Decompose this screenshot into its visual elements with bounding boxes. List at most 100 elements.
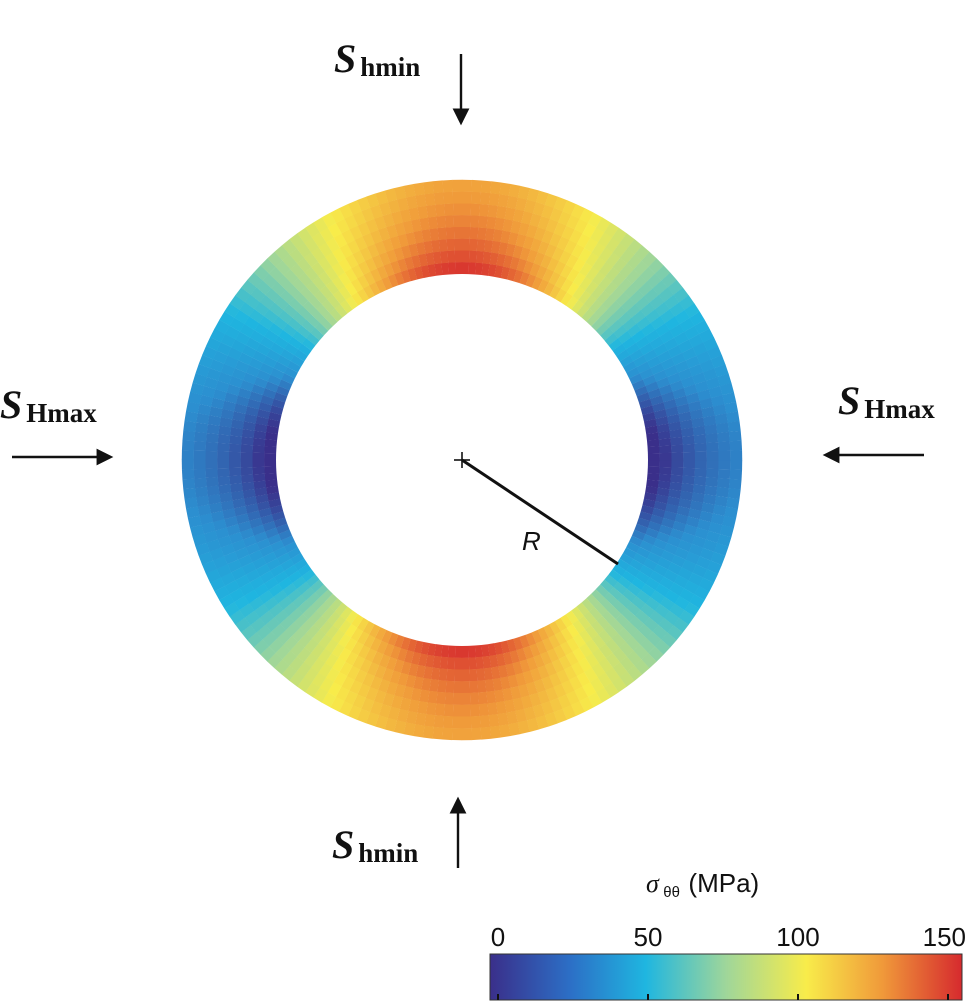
annulus-cell — [289, 233, 305, 249]
annulus-cell — [685, 392, 700, 404]
annulus-cell — [394, 222, 406, 237]
annulus-cell — [251, 524, 266, 536]
annulus-cell — [655, 416, 669, 426]
annulus-cell — [494, 641, 504, 656]
annulus-cell — [319, 620, 334, 635]
annulus-cell — [658, 287, 674, 303]
annulus-cell — [344, 623, 358, 638]
annulus-cell — [654, 301, 670, 317]
annulus-cell — [724, 506, 738, 519]
annulus-cell — [645, 309, 661, 324]
annulus-cell — [250, 617, 266, 633]
annulus-cell — [237, 520, 252, 533]
annulus-cell — [218, 425, 232, 436]
annulus-cell — [212, 555, 228, 570]
annulus-cell — [699, 547, 715, 561]
annulus-cell — [440, 250, 449, 264]
annulus-cell — [642, 498, 656, 509]
annulus-cell — [683, 524, 698, 536]
annulus-cell — [691, 417, 705, 428]
annulus-cell — [259, 294, 275, 310]
annulus-cell — [334, 303, 348, 318]
annulus-cell — [217, 434, 231, 444]
annulus-cell — [291, 627, 307, 643]
annulus-cell — [612, 647, 628, 663]
annulus-cell — [354, 236, 368, 251]
annulus-cell — [537, 215, 550, 231]
annulus-cell — [413, 230, 424, 244]
annulus-cell — [634, 523, 649, 535]
annulus-cell — [229, 317, 245, 332]
annulus-cell — [357, 631, 370, 646]
annulus-cell — [613, 325, 628, 339]
annulus-cell — [419, 217, 430, 231]
annulus-cell — [516, 648, 527, 662]
annulus-cell — [706, 468, 719, 479]
annulus-cell — [634, 659, 650, 675]
annulus-cell — [578, 290, 592, 305]
annulus-cell — [578, 247, 592, 263]
annulus-cell — [264, 329, 279, 343]
annulus-cell — [529, 692, 542, 707]
annulus-cell — [427, 690, 438, 704]
annulus-cell — [181, 440, 195, 451]
annulus-cell — [555, 288, 568, 303]
annulus-cell — [370, 268, 382, 283]
annulus-cell — [305, 281, 320, 296]
annulus-cell — [346, 239, 361, 255]
annulus-cell — [219, 311, 235, 326]
annulus-cell — [454, 657, 462, 670]
annulus-cell — [515, 672, 527, 687]
annulus-cell — [415, 241, 426, 256]
annulus-cell — [717, 533, 732, 547]
annulus-cell — [526, 681, 538, 696]
annulus-cell — [462, 238, 470, 251]
annulus-cell — [302, 605, 317, 620]
annulus-cell — [333, 233, 348, 249]
annulus-cell — [508, 184, 521, 198]
annulus-cell — [705, 433, 719, 444]
annulus-cell — [471, 727, 482, 741]
annulus-cell — [506, 710, 518, 725]
annulus-cell — [670, 474, 683, 484]
annulus-cell — [229, 435, 242, 445]
annulus-cell — [443, 715, 454, 729]
annulus-cell — [578, 615, 592, 630]
annulus-cell — [478, 703, 489, 717]
annulus-cell — [244, 589, 260, 604]
annulus-cell — [324, 638, 339, 654]
annulus-cell — [448, 262, 456, 275]
annulus-cell — [426, 204, 437, 218]
annulus-cell — [423, 666, 433, 680]
annulus-cell — [635, 336, 650, 350]
annulus-cell — [623, 283, 639, 299]
annulus-cell — [429, 228, 440, 241]
annulus-cell — [318, 256, 332, 272]
annulus-cell — [437, 680, 447, 693]
annulus-cell — [605, 638, 620, 654]
annulus-cell — [553, 260, 567, 276]
annulus-cell — [350, 278, 364, 293]
annulus-cell — [540, 254, 553, 269]
annulus-cell — [311, 247, 326, 262]
annulus-cell — [655, 323, 670, 337]
annulus-cell — [502, 218, 514, 233]
annulus-cell — [252, 473, 266, 482]
annulus-cell — [268, 302, 284, 317]
annulus-cell — [591, 589, 605, 603]
annulus-cell — [615, 292, 630, 307]
annulus-cell — [454, 669, 462, 682]
annulus-cell — [311, 672, 327, 688]
annulus-cell — [352, 210, 367, 226]
annulus-cell — [688, 400, 702, 412]
annulus-cell — [350, 627, 364, 642]
annulus-cell — [281, 535, 295, 547]
annulus-cell — [209, 502, 223, 514]
annulus-cell — [447, 250, 456, 263]
annulus-cell — [296, 581, 311, 595]
annulus-cell — [598, 629, 612, 644]
annulus-cell — [660, 549, 676, 563]
annulus-cell — [666, 413, 681, 424]
annulus-cell — [444, 215, 455, 228]
annulus-cell — [494, 217, 505, 231]
